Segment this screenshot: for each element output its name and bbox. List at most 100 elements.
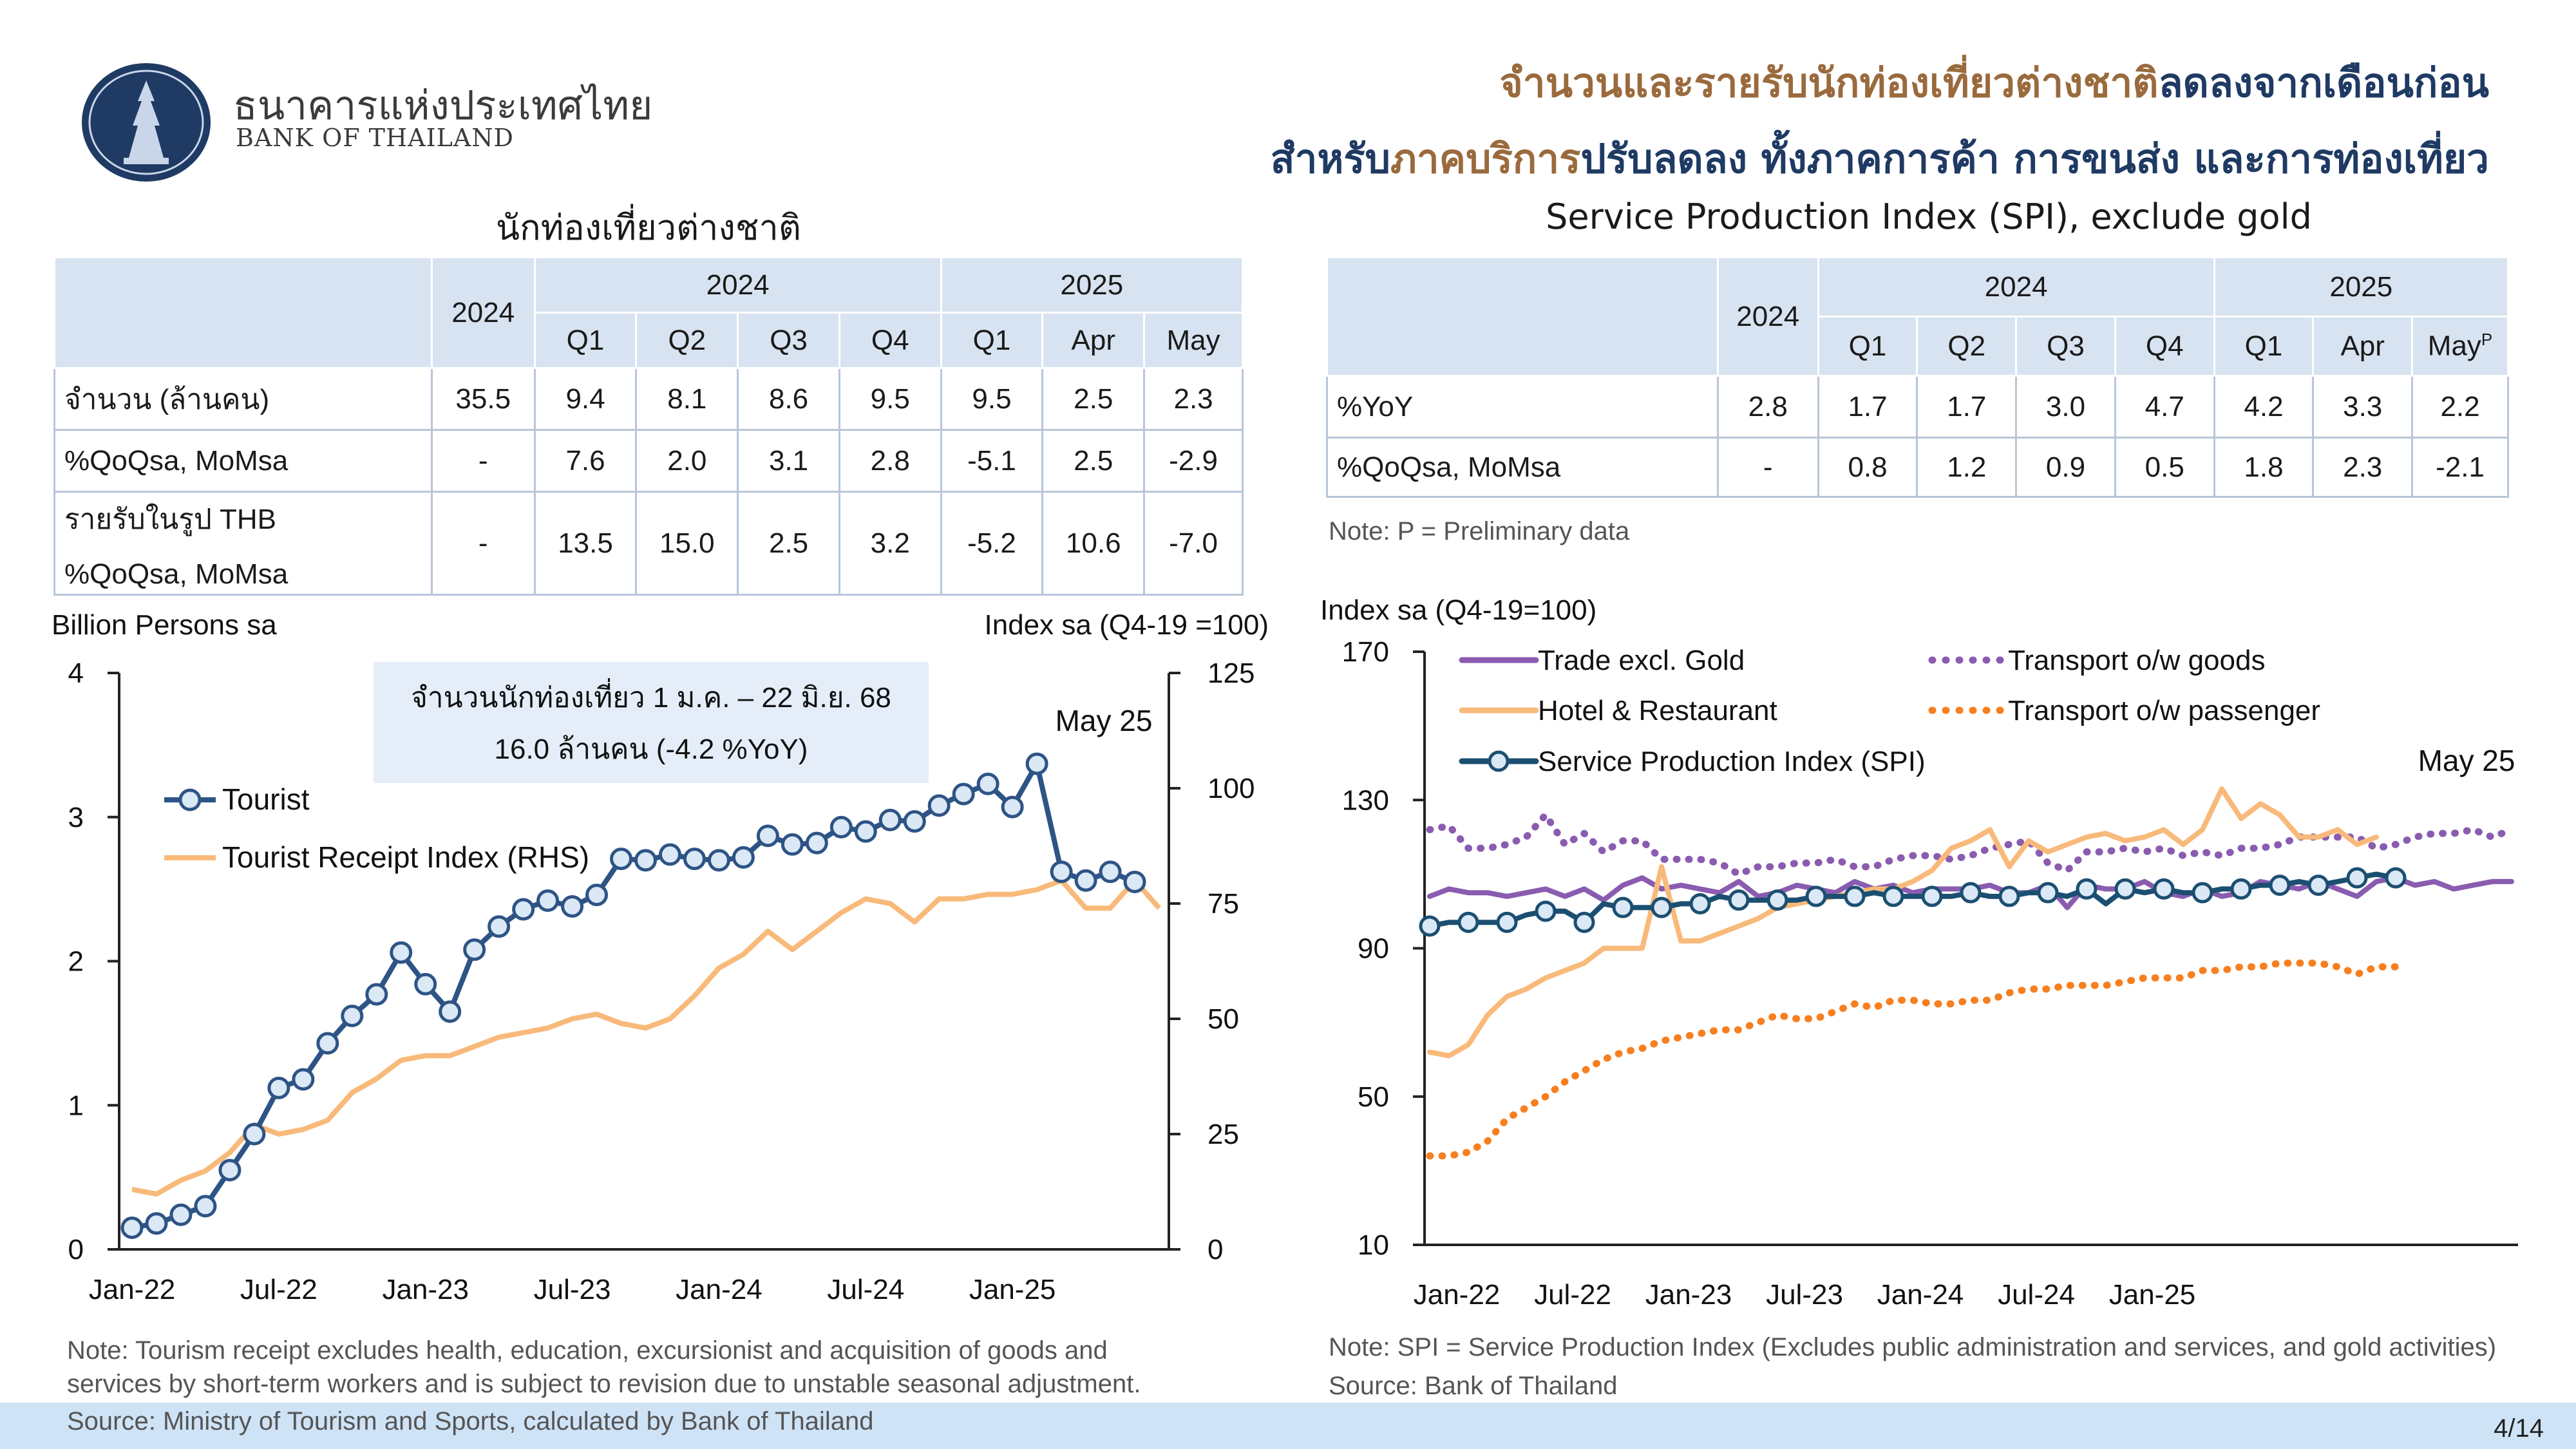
spi-point [1573,911,1595,933]
cell: 1.7 [1916,375,2018,439]
cell: -5.1 [940,429,1044,493]
table-row: จำนวน (ล้านคน) 35.5 9.4 8.1 8.6 9.5 9.5 … [53,367,1244,431]
tourist-point [829,815,853,838]
cell: 8.6 [737,367,840,431]
right-note-line-2: Source: Bank of Thailand [1329,1372,1618,1400]
tourist-point [1123,870,1146,893]
left-tick-label: 1 [68,1090,84,1121]
tourist-point [756,824,779,848]
cell: - [430,429,536,493]
series-transport-o-w-goods [1426,811,2515,878]
spi-point [1921,886,1943,907]
tourist-point [243,1122,266,1146]
cell: 9.5 [940,367,1044,431]
row-label: %QoQsa, MoMsa [1326,437,1719,498]
legend-receipt-label: Tourist Receipt Index (RHS) [222,840,589,874]
right-tick-label: 0 [1208,1234,1223,1265]
x-tick-label: Jan-25 [969,1274,1056,1305]
y-tick-label: 170 [1342,636,1389,668]
tourist-point [976,772,999,795]
headline-line-1: จำนวนและรายรับนักท่องเที่ยวต่างชาติลดลงจ… [1499,52,2489,115]
spi-point [1457,911,1479,933]
annotation-line-2: 16.0 ล้านคน (-4.2 %YoY) [495,734,808,765]
table-row: รายรับในรูป THB %QoQsa, MoMsa - 13.5 15.… [53,491,1244,596]
tourist-point [218,1159,242,1182]
spi-point [1535,900,1557,922]
cell: 2.8 [838,429,942,493]
spi-point [2153,878,2175,900]
last-point-label: May 25 [1056,704,1153,737]
spi-table-col: Q1 [2213,316,2315,377]
tourist-table-head-2024: 2024 [430,256,536,369]
right-tick-label: 100 [1208,773,1255,804]
tourist-point [683,848,706,871]
bank-name-english: BANK OF THAILAND [236,124,515,152]
tourist-point [1050,860,1073,884]
spi-point [2346,867,2368,889]
tourist-point [145,1212,168,1235]
cell: 0.9 [2015,437,2116,498]
cell: 1.2 [1916,437,2018,498]
cell: - [430,491,536,596]
headline-line-1-part-2: ลดลงจากเดือนก่อน [2158,59,2489,106]
tourist-point [169,1203,193,1226]
x-tick-label: Jan-23 [382,1274,469,1305]
cell: 0.8 [1817,437,1918,498]
tourist-point [732,846,755,869]
right-tick-label: 50 [1208,1003,1239,1035]
y-tick-label: 130 [1342,784,1389,816]
table-row: %YoY 2.8 1.7 1.7 3.0 4.7 4.2 3.3 2.2 [1326,375,2509,439]
x-tick-label: Jul-23 [1766,1279,1843,1311]
tourist-point [194,1195,217,1218]
cell: - [1716,437,1819,498]
tourist-point [1074,869,1097,892]
legend-label: Service Production Index (SPI) [1538,746,1926,777]
spi-table-col: Q4 [2114,316,2215,377]
spi-point [1805,886,1827,907]
spi-point [1882,886,1904,907]
cell: 3.2 [838,491,942,596]
left-section-title: นักท่องเที่ยวต่างชาติ [496,207,801,248]
tourist-point [414,972,437,996]
cell: 0.5 [2114,437,2215,498]
tourist-point [1025,752,1048,775]
legend-tourist-marker [178,788,202,811]
tourist-table-col: Q1 [940,312,1044,369]
cell: 2.8 [1716,375,1819,439]
spi-table-col: MayP [2411,316,2509,377]
cell: -5.2 [940,491,1044,596]
left-tick-label: 4 [68,658,84,689]
cell: 9.5 [838,367,942,431]
left-note-line-1: Note: Tourism receipt excludes health, e… [67,1336,1108,1365]
last-point-label: May 25 [2418,744,2515,777]
bank-name-thai: ธนาคารแห่งประเทศไทย [233,82,653,129]
cell: 2.2 [2411,375,2509,439]
cell: 2.5 [1041,367,1146,431]
left-tick-label: 3 [68,802,84,833]
annotation-line-1: จำนวนนักท่องเที่ยว 1 ม.ค. – 22 มิ.ย. 68 [411,677,891,714]
spi-point [1419,915,1441,937]
bank-logo [82,63,211,182]
tourist-point [658,843,681,866]
cell: 8.1 [635,367,739,431]
spi-point [1728,889,1750,911]
cell: 2.3 [2312,437,2414,498]
tourist-table-corner [53,256,433,369]
y-tick-label: 10 [1358,1229,1389,1261]
legend-label: Trade excl. Gold [1538,645,1745,676]
left-tick-label: 2 [68,946,84,978]
headline-line-2: สำหรับภาคบริการปรับลดลง ทั้งภาคการค้า กา… [1271,128,2489,191]
x-tick-label: Jan-22 [89,1274,176,1305]
x-tick-label: Jan-24 [1877,1279,1964,1311]
tourist-table-col: Q3 [737,312,840,369]
page-number: 4/14 [2494,1414,2544,1443]
cell: 3.3 [2312,375,2414,439]
x-tick-label: Jul-22 [240,1274,317,1305]
spi-point [1766,889,1788,911]
tourist-table-col: Q1 [533,312,638,369]
spi-table-col: Q2 [1916,316,2018,377]
spi-point [1998,886,2020,907]
row-label: %QoQsa, MoMsa [53,429,433,493]
tourist-point [610,848,633,871]
preliminary-mark: P [2481,330,2493,350]
